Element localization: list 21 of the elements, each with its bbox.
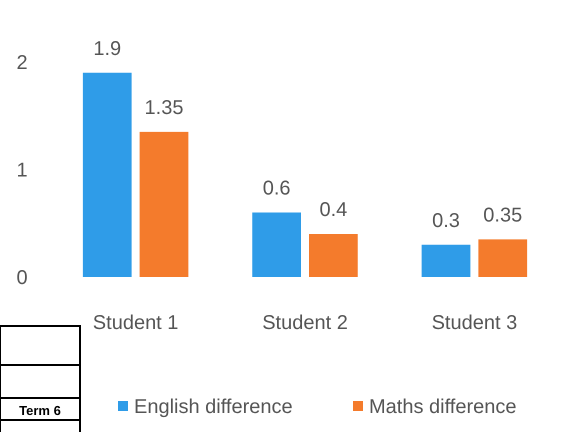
- x-tick-label: Student 2: [262, 312, 348, 334]
- legend-label: English difference: [134, 396, 293, 418]
- bar: [252, 212, 301, 277]
- bar: [478, 239, 528, 277]
- bar: [422, 244, 470, 277]
- data-label: 1.9: [93, 38, 122, 60]
- y-tick-label: 2: [16, 52, 28, 74]
- bar: [82, 72, 132, 277]
- text: Term 6: [19, 403, 61, 418]
- data-label: 0.6: [262, 178, 291, 200]
- y-tick-label: 1: [16, 160, 28, 182]
- data-label: 0.35: [483, 204, 522, 226]
- x-tick-label: Student 1: [92, 312, 178, 334]
- data-label: 0.3: [432, 210, 460, 232]
- bar: [140, 132, 188, 277]
- data-label: 1.35: [144, 96, 184, 119]
- legend-label: Maths difference: [369, 396, 516, 418]
- data-label: 0.4: [319, 199, 348, 221]
- bar: [309, 234, 358, 277]
- y-tick-label: 0: [16, 267, 28, 289]
- x-tick-label: Student 3: [432, 312, 518, 334]
